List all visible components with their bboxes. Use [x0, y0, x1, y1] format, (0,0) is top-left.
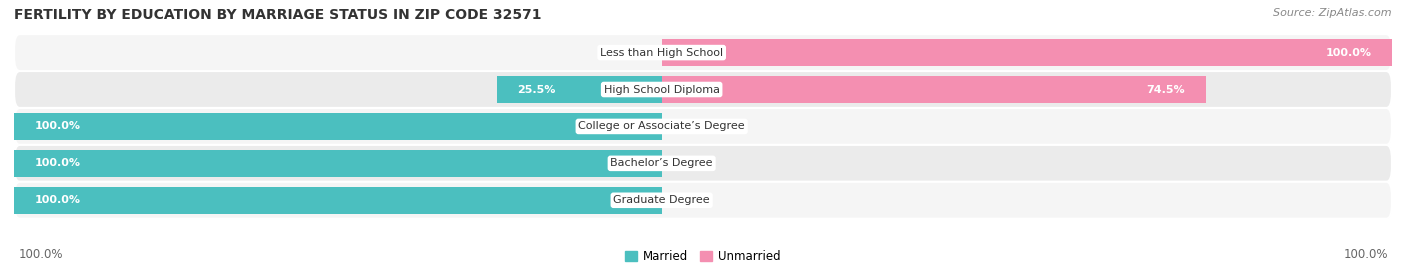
Text: FERTILITY BY EDUCATION BY MARRIAGE STATUS IN ZIP CODE 32571: FERTILITY BY EDUCATION BY MARRIAGE STATU…	[14, 8, 541, 22]
Bar	[14, 187, 662, 214]
FancyBboxPatch shape	[14, 34, 1392, 71]
Text: High School Diploma: High School Diploma	[603, 84, 720, 94]
Bar	[496, 76, 662, 103]
Text: College or Associate’s Degree: College or Associate’s Degree	[578, 121, 745, 132]
Text: 0.0%: 0.0%	[682, 121, 710, 132]
Text: Source: ZipAtlas.com: Source: ZipAtlas.com	[1274, 8, 1392, 18]
Legend: Married, Unmarried: Married, Unmarried	[626, 250, 780, 263]
Text: 100.0%: 100.0%	[1326, 48, 1371, 58]
Text: 0.0%: 0.0%	[682, 195, 710, 205]
Text: 100.0%: 100.0%	[18, 248, 63, 261]
Bar	[14, 113, 662, 140]
Text: Less than High School: Less than High School	[600, 48, 723, 58]
Bar	[14, 150, 662, 177]
Text: 100.0%: 100.0%	[35, 121, 80, 132]
Text: 0.0%: 0.0%	[613, 48, 641, 58]
Text: Bachelor’s Degree: Bachelor’s Degree	[610, 158, 713, 168]
Bar	[662, 76, 1206, 103]
Bar	[662, 39, 1392, 66]
FancyBboxPatch shape	[14, 145, 1392, 182]
Text: 25.5%: 25.5%	[517, 84, 555, 94]
Text: 0.0%: 0.0%	[682, 158, 710, 168]
Text: 100.0%: 100.0%	[35, 195, 80, 205]
FancyBboxPatch shape	[14, 71, 1392, 108]
FancyBboxPatch shape	[14, 108, 1392, 145]
FancyBboxPatch shape	[14, 182, 1392, 219]
Text: Graduate Degree: Graduate Degree	[613, 195, 710, 205]
Text: 74.5%: 74.5%	[1146, 84, 1185, 94]
Text: 100.0%: 100.0%	[35, 158, 80, 168]
Text: 100.0%: 100.0%	[1343, 248, 1388, 261]
